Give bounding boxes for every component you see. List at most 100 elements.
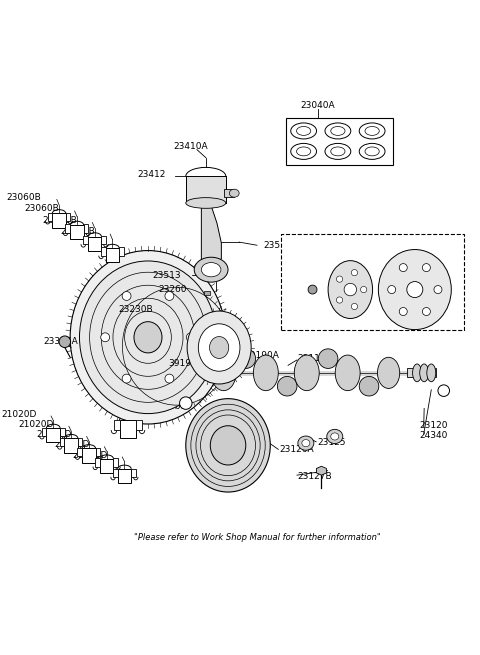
- Circle shape: [422, 307, 431, 316]
- Text: 23126A: 23126A: [279, 445, 314, 455]
- Ellipse shape: [365, 147, 379, 156]
- Text: 21020D: 21020D: [36, 430, 72, 440]
- Text: 23260: 23260: [158, 285, 187, 293]
- Ellipse shape: [331, 147, 345, 156]
- Bar: [118, 469, 131, 483]
- Ellipse shape: [80, 261, 216, 413]
- Text: 23060B: 23060B: [42, 215, 77, 225]
- Text: 23513: 23513: [153, 271, 181, 280]
- Bar: [60, 428, 65, 436]
- Ellipse shape: [291, 143, 316, 159]
- Text: 21020D: 21020D: [72, 451, 108, 460]
- Circle shape: [308, 285, 317, 294]
- Bar: [78, 438, 83, 446]
- Ellipse shape: [211, 355, 236, 390]
- Text: 21020D: 21020D: [54, 440, 90, 449]
- Bar: [131, 468, 136, 477]
- Bar: [100, 458, 113, 473]
- Bar: [47, 428, 60, 442]
- Ellipse shape: [331, 126, 345, 136]
- Text: 23412: 23412: [138, 170, 166, 179]
- Ellipse shape: [427, 364, 436, 382]
- Bar: [204, 291, 210, 295]
- Polygon shape: [316, 466, 326, 475]
- Ellipse shape: [359, 143, 385, 159]
- Text: 24340: 24340: [419, 430, 448, 440]
- Bar: [113, 458, 118, 466]
- Text: 23410A: 23410A: [173, 141, 207, 151]
- Ellipse shape: [377, 357, 400, 388]
- Ellipse shape: [201, 263, 221, 277]
- Ellipse shape: [253, 355, 278, 390]
- Text: 23510: 23510: [264, 241, 292, 250]
- Circle shape: [434, 286, 442, 293]
- Circle shape: [351, 303, 358, 310]
- Bar: [60, 438, 64, 446]
- Text: 23127B: 23127B: [297, 472, 332, 481]
- Ellipse shape: [335, 355, 360, 390]
- Text: 23040A: 23040A: [300, 101, 335, 109]
- Text: 23226B: 23226B: [339, 254, 374, 263]
- Text: 23311B: 23311B: [313, 246, 348, 255]
- Ellipse shape: [365, 126, 379, 136]
- Bar: [113, 468, 118, 477]
- Ellipse shape: [70, 251, 226, 424]
- Bar: [65, 224, 70, 233]
- Circle shape: [399, 307, 407, 316]
- Ellipse shape: [302, 440, 310, 447]
- Ellipse shape: [328, 261, 372, 318]
- Ellipse shape: [294, 355, 319, 390]
- Text: (A/T): (A/T): [294, 237, 321, 247]
- Ellipse shape: [413, 364, 421, 382]
- Circle shape: [101, 333, 109, 342]
- Text: 23211B: 23211B: [390, 248, 425, 256]
- Circle shape: [122, 291, 131, 301]
- Circle shape: [422, 263, 431, 272]
- Bar: [66, 213, 71, 221]
- Bar: [42, 428, 47, 436]
- Bar: [64, 438, 78, 453]
- Circle shape: [186, 333, 195, 342]
- Bar: [120, 420, 136, 438]
- Text: "Please refer to Work Shop Manual for further information": "Please refer to Work Shop Manual for fu…: [133, 533, 380, 542]
- Ellipse shape: [325, 123, 351, 139]
- Ellipse shape: [378, 250, 451, 329]
- Text: 23124B: 23124B: [192, 419, 227, 428]
- Text: 23120: 23120: [419, 421, 448, 430]
- Text: 23060B: 23060B: [24, 204, 59, 214]
- Ellipse shape: [420, 364, 429, 382]
- Text: A: A: [183, 399, 189, 407]
- Bar: [83, 236, 88, 244]
- Ellipse shape: [187, 311, 251, 384]
- Ellipse shape: [134, 322, 162, 353]
- Bar: [82, 449, 96, 463]
- Ellipse shape: [229, 189, 239, 197]
- Circle shape: [165, 374, 174, 383]
- Bar: [119, 248, 124, 255]
- Bar: [281, 234, 464, 329]
- Ellipse shape: [359, 123, 385, 139]
- Bar: [84, 224, 88, 233]
- Text: 23230B: 23230B: [118, 305, 153, 314]
- Text: 23060B: 23060B: [7, 193, 41, 202]
- Text: 21020D: 21020D: [19, 420, 54, 429]
- Text: 39190A: 39190A: [244, 352, 279, 360]
- Ellipse shape: [297, 126, 311, 136]
- Bar: [96, 458, 100, 466]
- Ellipse shape: [198, 324, 240, 371]
- Bar: [106, 248, 119, 263]
- Ellipse shape: [291, 123, 316, 139]
- Polygon shape: [201, 203, 221, 265]
- Bar: [48, 213, 52, 221]
- Bar: [186, 176, 226, 203]
- Ellipse shape: [298, 436, 314, 450]
- Ellipse shape: [186, 198, 226, 208]
- Ellipse shape: [277, 377, 297, 396]
- Circle shape: [59, 336, 71, 348]
- Ellipse shape: [297, 147, 311, 156]
- Bar: [286, 119, 393, 165]
- Circle shape: [360, 286, 367, 293]
- Circle shape: [336, 297, 343, 303]
- Circle shape: [407, 282, 423, 297]
- Circle shape: [122, 374, 131, 383]
